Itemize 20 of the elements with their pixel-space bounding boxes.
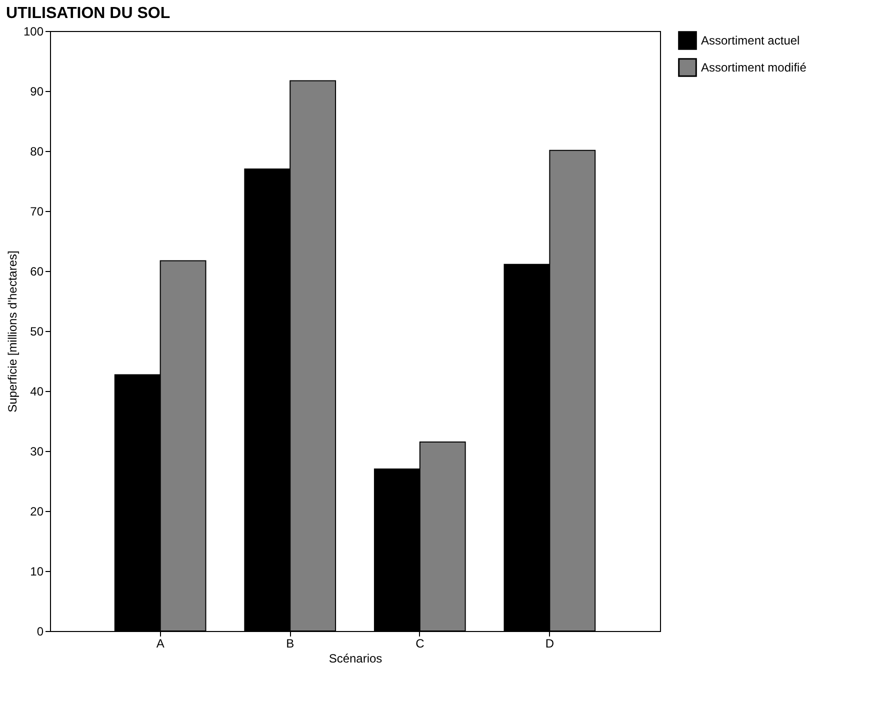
legend-label: Assortiment modifié: [701, 60, 807, 74]
y-tick-label: 50: [30, 324, 44, 338]
y-tick-label: 0: [36, 624, 44, 638]
y-tick-label: 10: [30, 564, 44, 578]
x-tick-label: D: [545, 636, 554, 650]
x-axis-title: Scénarios: [328, 652, 382, 666]
y-tick-label: 40: [30, 384, 44, 398]
y-tick-label: 90: [30, 84, 44, 98]
x-tick-label: C: [416, 636, 425, 650]
y-tick-label: 70: [30, 204, 44, 218]
y-tick-label: 30: [30, 444, 44, 458]
y-tick-label: 100: [23, 24, 44, 38]
x-tick-label: A: [156, 636, 164, 650]
y-tick-label: 20: [30, 504, 44, 518]
legend-label: Assortiment actuel: [701, 34, 800, 48]
y-tick-label: 60: [30, 264, 44, 278]
x-tick-label: B: [286, 636, 294, 650]
y-tick-label: 80: [30, 144, 44, 158]
chart-title: UTILISATION DU SOL: [6, 5, 170, 22]
y-axis-title: Superficie [millions d'hectares]: [5, 250, 20, 412]
